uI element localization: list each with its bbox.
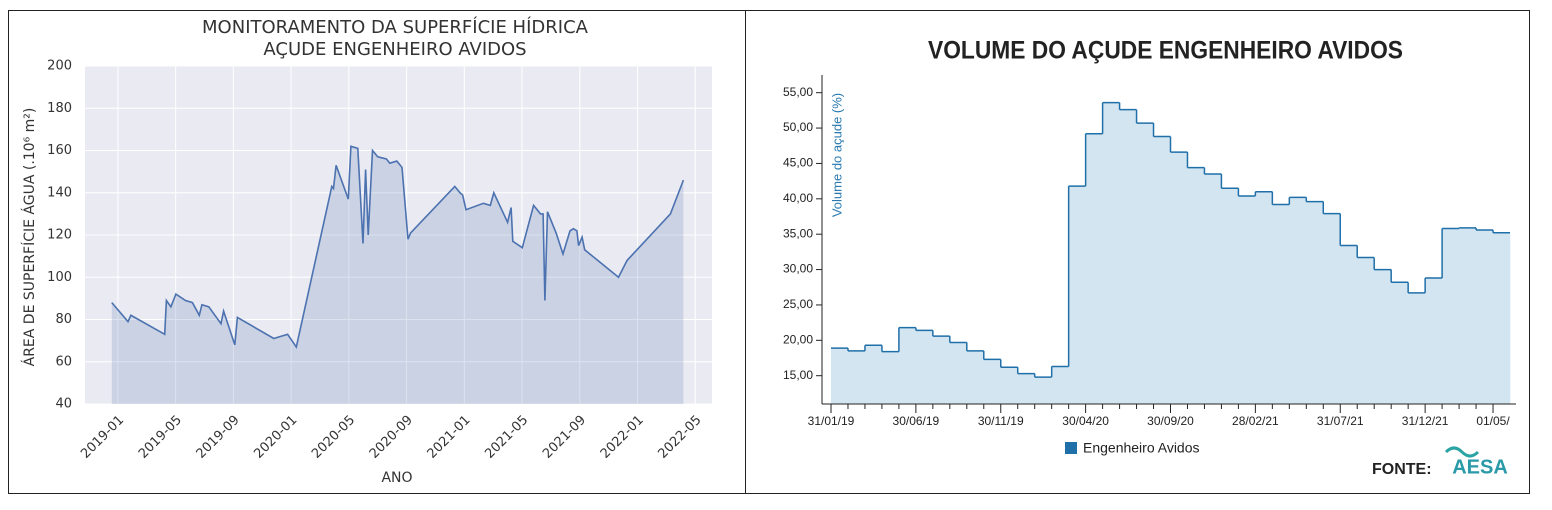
step-area bbox=[1442, 228, 1460, 404]
step-area bbox=[881, 351, 900, 404]
x-tick-label: 2019-01 bbox=[78, 413, 127, 462]
y-tick-label: 140 bbox=[47, 185, 72, 200]
step-area bbox=[1476, 229, 1494, 404]
x-tick-label: 2020-01 bbox=[251, 413, 300, 462]
area-fill bbox=[111, 146, 684, 405]
logo: AESA bbox=[1452, 456, 1508, 478]
step-area bbox=[1119, 109, 1137, 404]
step-area bbox=[1051, 366, 1069, 404]
x-tick-label: 2019-09 bbox=[194, 413, 243, 462]
step-area bbox=[1221, 188, 1239, 404]
x-tick-label: 31/07/21 bbox=[1317, 414, 1364, 428]
y-tick-label: 60 bbox=[55, 354, 72, 369]
y-axis-label: Volume do açude (%) bbox=[829, 93, 844, 217]
chart-title: MONITORAMENTO DA SUPERFÍCIE HÍDRICA bbox=[202, 16, 589, 38]
y-tick-label: 20,00 bbox=[783, 332, 813, 346]
step-area bbox=[1136, 123, 1154, 405]
step-area bbox=[1204, 174, 1222, 404]
step-area bbox=[1459, 227, 1477, 404]
x-axis-label: ANO bbox=[381, 470, 412, 486]
y-tick-label: 50,00 bbox=[783, 120, 813, 134]
step-area bbox=[864, 345, 883, 404]
step-area bbox=[898, 327, 917, 404]
step-area bbox=[1323, 213, 1341, 404]
y-tick-label: 180 bbox=[47, 101, 72, 116]
y-tick-label: 40,00 bbox=[783, 191, 813, 205]
step-area bbox=[831, 348, 849, 404]
step-area bbox=[1187, 167, 1205, 404]
y-tick-label: 120 bbox=[47, 228, 72, 243]
x-tick-label: 2022-05 bbox=[656, 413, 705, 462]
y-tick-label: 55,00 bbox=[783, 85, 813, 99]
y-tick-label: 200 bbox=[47, 59, 72, 74]
legend-swatch bbox=[1065, 442, 1077, 454]
step-area bbox=[1068, 186, 1086, 404]
x-tick-label: 2020-05 bbox=[309, 413, 358, 462]
x-tick-label: 2020-09 bbox=[367, 413, 416, 462]
x-tick-label: 30/11/19 bbox=[978, 414, 1024, 428]
step-area bbox=[1034, 377, 1052, 404]
x-tick-label: 2021-09 bbox=[540, 413, 589, 462]
step-area bbox=[983, 359, 1002, 404]
x-tick-label: 2019-05 bbox=[136, 413, 185, 462]
step-area bbox=[932, 336, 951, 404]
chart-title: VOLUME DO AÇUDE ENGENHEIRO AVIDOS bbox=[928, 37, 1403, 65]
step-area bbox=[1085, 133, 1103, 404]
x-tick-label: 30/06/19 bbox=[893, 414, 940, 428]
step-area bbox=[1340, 245, 1358, 404]
x-tick-label: 30/04/20 bbox=[1062, 414, 1109, 428]
step-area bbox=[1408, 292, 1426, 404]
y-axis-label: ÁREA DE SUPERFÍCIE ÁGUA (.10⁶ m²) bbox=[21, 108, 38, 367]
step-area bbox=[1000, 367, 1019, 404]
step-area bbox=[1153, 136, 1171, 404]
y-tick-label: 30,00 bbox=[783, 262, 813, 276]
y-tick-label: 15,00 bbox=[783, 368, 813, 382]
x-tick-label: 31/12/21 bbox=[1402, 414, 1449, 428]
step-area bbox=[1255, 191, 1273, 404]
step-area bbox=[1170, 152, 1188, 404]
y-tick-label: 100 bbox=[47, 270, 72, 285]
y-tick-label: 160 bbox=[47, 143, 72, 158]
y-tick-label: 80 bbox=[55, 312, 72, 327]
x-tick-label: 2021-05 bbox=[482, 413, 531, 462]
x-tick-label: 28/02/21 bbox=[1232, 414, 1279, 428]
step-area bbox=[966, 350, 985, 404]
x-tick-label: 2021-01 bbox=[425, 413, 474, 462]
step-area bbox=[1238, 195, 1256, 404]
x-tick-label: 01/05/ bbox=[1476, 414, 1510, 428]
step-area bbox=[1493, 232, 1511, 404]
step-area bbox=[949, 342, 968, 404]
legend-label: Engenheiro Avidos bbox=[1083, 440, 1200, 456]
step-area bbox=[1102, 102, 1120, 404]
y-tick-label: 45,00 bbox=[783, 156, 813, 170]
step-area bbox=[847, 350, 866, 404]
step-area bbox=[1374, 269, 1392, 404]
chart-title: AÇUDE ENGENHEIRO AVIDOS bbox=[263, 39, 526, 60]
x-tick-label: 31/01/19 bbox=[808, 414, 855, 428]
y-tick-label: 25,00 bbox=[783, 297, 813, 311]
y-tick-label: 40 bbox=[55, 397, 72, 412]
line bbox=[111, 145, 685, 349]
step-area bbox=[1272, 204, 1290, 404]
x-tick-label: 30/09/20 bbox=[1147, 414, 1194, 428]
logo-wave bbox=[1444, 446, 1480, 458]
step-area bbox=[1425, 278, 1443, 404]
step-area bbox=[1357, 257, 1375, 404]
source-label: FONTE: bbox=[1372, 461, 1432, 478]
step-area bbox=[1306, 201, 1324, 404]
step-area bbox=[1017, 373, 1035, 404]
x-tick-label: 2022-01 bbox=[598, 413, 647, 462]
right-panel bbox=[745, 10, 1530, 494]
step-area bbox=[915, 330, 934, 404]
step-area bbox=[1391, 282, 1409, 404]
step-area bbox=[1289, 197, 1307, 404]
y-tick-label: 35,00 bbox=[783, 226, 813, 240]
